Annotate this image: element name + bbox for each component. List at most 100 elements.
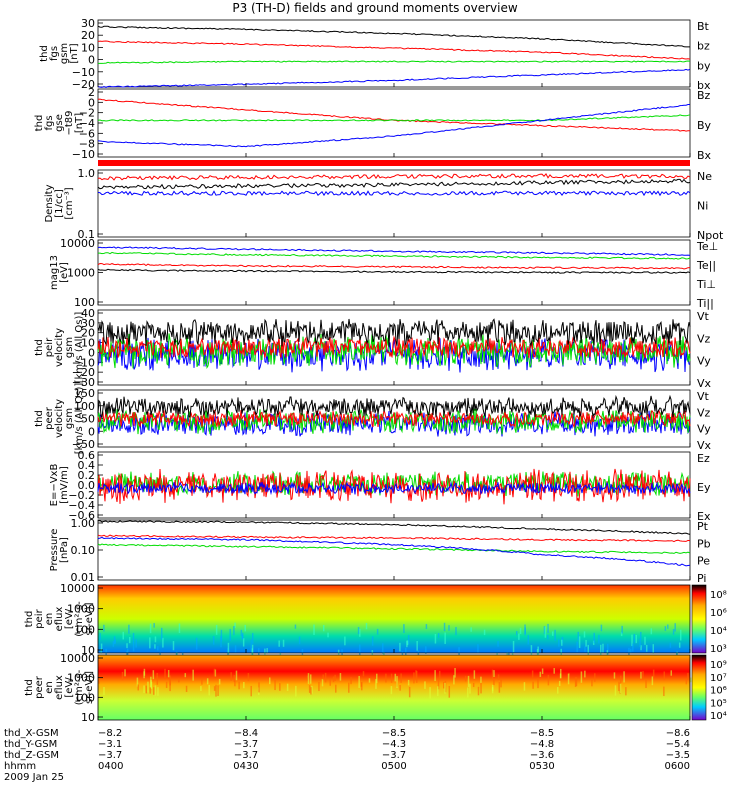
spectrogram-streak	[100, 648, 102, 654]
spectrogram-streak	[329, 679, 331, 686]
y-tick-label: −6	[79, 127, 95, 140]
y-tick-label: 100	[74, 400, 95, 413]
spectrogram-streak	[100, 643, 103, 651]
spectrogram-streak	[670, 670, 673, 676]
footer-value: −5.4	[666, 739, 690, 750]
spectrogram-streak	[98, 678, 100, 684]
y-axis-label: peir	[44, 337, 55, 357]
spectrogram-streak	[602, 643, 604, 653]
spectrogram-streak	[243, 681, 245, 689]
spectrogram-streak	[663, 671, 666, 681]
y-tick-label: −10	[72, 66, 95, 79]
spectrogram-streak	[264, 648, 266, 655]
spectrogram-streak	[558, 680, 561, 686]
spectrogram-streak	[359, 628, 361, 637]
spectrogram-streak	[128, 624, 130, 634]
spectrogram-streak	[376, 673, 378, 684]
legend-entry: Vz	[697, 406, 711, 419]
spectrogram-streak	[313, 624, 315, 636]
spectrogram-streak	[477, 644, 479, 653]
spectrogram-streak	[619, 683, 622, 693]
footer-value: 0400	[98, 761, 123, 772]
spectrogram-streak	[642, 671, 644, 680]
legend-entry: Bt	[697, 20, 710, 33]
y-tick-label: −50	[72, 438, 95, 451]
legend-entry: Bx	[697, 149, 712, 162]
y-tick-label: 30	[81, 317, 95, 330]
spectrogram-streak	[220, 636, 222, 648]
spectrogram-streak	[607, 643, 609, 655]
y-tick-label: −10	[72, 148, 95, 161]
spectrogram-streak	[679, 629, 682, 641]
spectrogram-streak	[644, 636, 646, 645]
spectrogram-streak	[405, 647, 407, 660]
spectrogram-streak	[400, 673, 402, 683]
spectrogram-streak	[295, 685, 297, 697]
spectrogram-streak	[365, 623, 368, 630]
spectrogram-streak	[250, 685, 252, 697]
spectrogram-streak	[195, 637, 198, 650]
spectrogram-streak	[215, 624, 218, 635]
spectrogram-streak	[242, 638, 245, 647]
spectrogram-streak	[483, 629, 486, 636]
spectrogram-streak	[472, 682, 475, 688]
spectrogram-streak	[621, 625, 623, 634]
spectrogram-streak	[591, 679, 593, 687]
y-tick-label: 1.0	[78, 167, 96, 180]
spectrogram-streak	[493, 679, 495, 686]
spectrogram-streak	[160, 627, 163, 640]
y-axis-label: peer	[34, 675, 45, 699]
y-tick-label: 0	[88, 96, 95, 109]
spectrogram-streak	[230, 672, 232, 681]
spectrogram-streak	[394, 673, 397, 682]
legend-entry: bz	[697, 40, 710, 53]
y-axis-label: [mV/m]	[59, 466, 70, 504]
y-axis-label: thd	[34, 339, 45, 356]
y-axis-label: [nPa]	[59, 537, 70, 563]
spectrogram	[98, 655, 690, 720]
spectrogram-streak	[321, 678, 324, 687]
spectrogram-streak	[558, 639, 560, 647]
legend-entry: Pi	[697, 572, 706, 585]
spectrogram-streak	[278, 640, 280, 647]
spectrogram-streak	[335, 684, 337, 693]
spectrogram-streak	[424, 681, 426, 689]
y-axis-label: peer	[44, 406, 55, 430]
spectrogram-streak	[512, 640, 515, 653]
panel-fgs_gsm	[97, 19, 691, 88]
spectrogram-streak	[635, 634, 638, 644]
legend-entry: Ez	[697, 452, 710, 465]
spectrogram-streak	[153, 623, 155, 628]
spectrogram-streak	[390, 686, 393, 695]
y-axis-label: eflux	[54, 607, 65, 632]
legend-entry: Vy	[697, 423, 711, 436]
spectrogram-streak	[559, 673, 562, 679]
spectrogram-streak	[241, 634, 244, 640]
spectrogram-streak	[298, 636, 301, 645]
spectrogram-streak	[152, 670, 155, 680]
y-axis-label: sr-eV)]	[84, 671, 95, 704]
spectrogram-streak	[251, 648, 253, 656]
spectrogram-streak	[623, 671, 625, 683]
spectrogram-streak	[498, 682, 501, 693]
spectrogram-streak	[425, 624, 428, 629]
spectrogram-streak	[537, 646, 539, 655]
spectrogram-streak	[240, 629, 243, 636]
spectrogram-streak	[350, 677, 352, 685]
spectrogram-streak	[576, 641, 578, 653]
spectrogram-streak	[524, 627, 526, 634]
y-axis-label: thd	[34, 410, 45, 427]
spectrogram-streak	[454, 668, 456, 678]
y-tick-label: 0.01	[71, 571, 96, 584]
spectrogram-streak	[235, 670, 238, 681]
panel-temperature	[97, 239, 691, 306]
spectrogram-streak	[385, 673, 387, 683]
y-tick-label: 100	[74, 623, 95, 636]
spectrogram-streak	[112, 640, 115, 647]
colorbar	[691, 584, 707, 654]
spectrogram-streak	[547, 634, 549, 640]
footer-value: −3.7	[234, 750, 258, 761]
spectrogram-streak	[122, 631, 125, 640]
y-tick-label: 40	[81, 307, 95, 320]
legend-entry: Ti⊥	[696, 278, 716, 291]
